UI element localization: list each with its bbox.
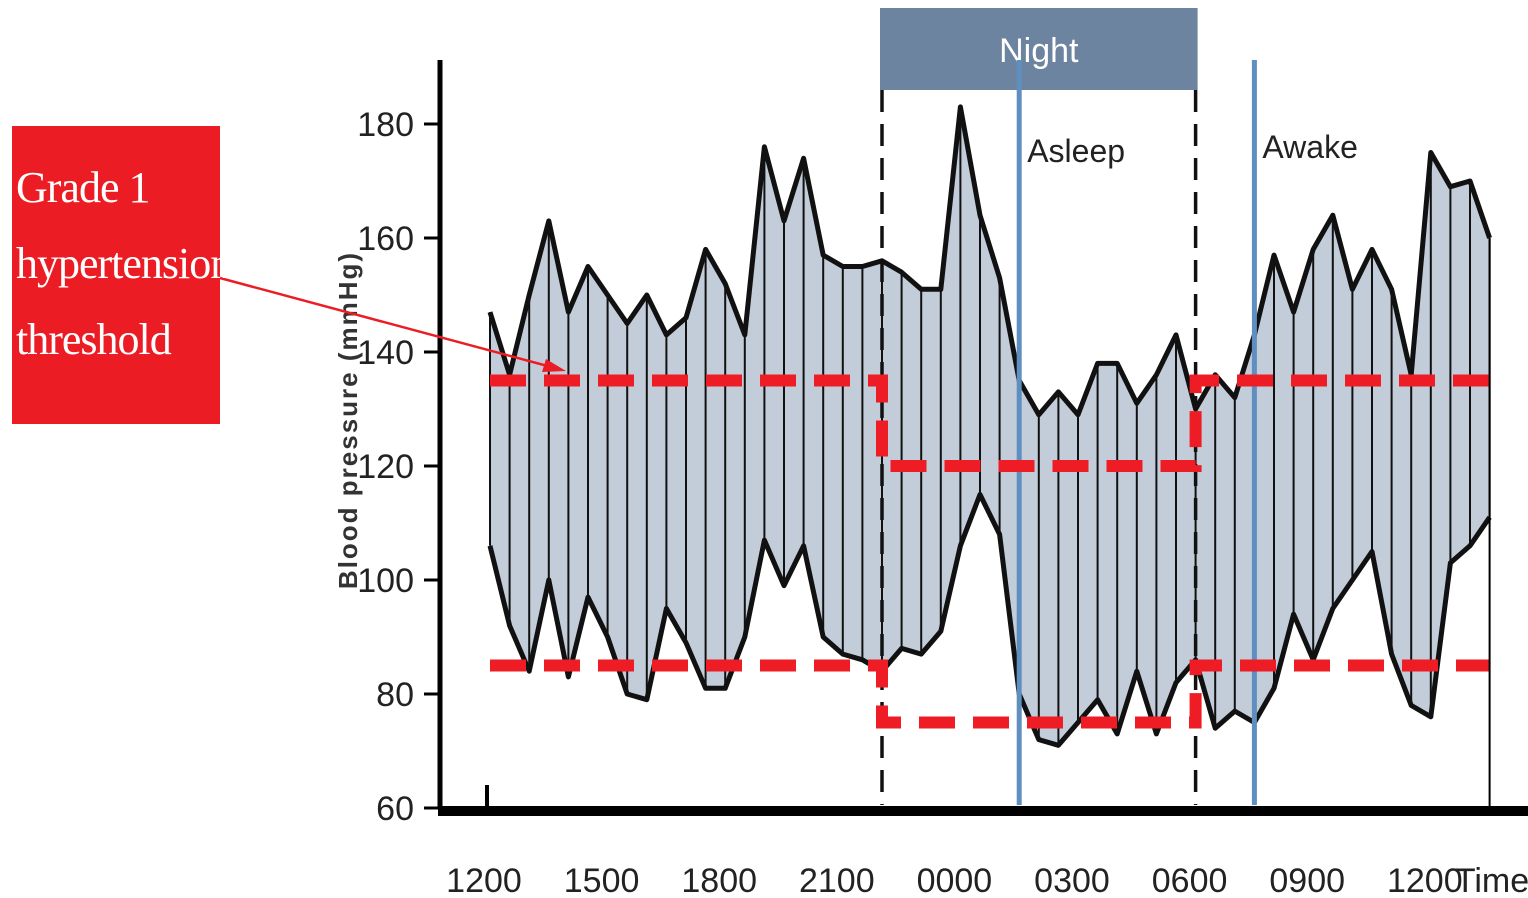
- y-tick-label: 80: [376, 676, 414, 714]
- y-tick-label: 100: [357, 562, 414, 600]
- x-tick-label: 1200: [446, 862, 522, 898]
- night-band: [880, 8, 1198, 90]
- threshold-lines-layer: [490, 374, 1490, 729]
- y-tick-label: 140: [357, 334, 414, 372]
- range-fill-layer: [490, 106, 1490, 746]
- axes-layer: [424, 60, 1528, 816]
- x-tick-label: 0900: [1269, 862, 1345, 898]
- diastolic-line: [487, 492, 1492, 748]
- x-tick-label: 0600: [1152, 862, 1228, 898]
- y-tick-label: 160: [357, 220, 414, 258]
- callout-line-3: threshold: [16, 315, 172, 364]
- tick-labels-layer: 60 80 100 120 140 160 180 Blood pressure (mmHg)…: [333, 106, 1528, 898]
- grade1-threshold-callout: Grade 1 hypertension threshold: [12, 126, 232, 424]
- callout-line-2: hypertension: [16, 239, 232, 288]
- series-lines-layer: [487, 104, 1492, 748]
- range-fill: [490, 106, 1490, 746]
- y-tick-label: 120: [357, 448, 414, 486]
- diastolic-threshold-line: [490, 659, 1490, 729]
- night-band-label: Night: [999, 32, 1079, 70]
- systolic-threshold-line: [490, 374, 1490, 472]
- x-tick-label: 1500: [564, 862, 640, 898]
- x-tick-label: 0000: [917, 862, 993, 898]
- event-lines-layer: Asleep Awake: [1016, 60, 1358, 805]
- y-tick-label: 60: [376, 790, 414, 828]
- systolic-line: [487, 104, 1492, 418]
- y-axis-title: Blood pressure (mmHg): [333, 251, 363, 589]
- x-tick-label: 0300: [1034, 862, 1110, 898]
- callout-arrowhead: [542, 359, 566, 372]
- y-tick-label: 180: [357, 106, 414, 144]
- awake-label: Awake: [1262, 129, 1357, 165]
- x-tick-label: 2100: [799, 862, 875, 898]
- x-tick-label: 1800: [681, 862, 757, 898]
- x-tick-label: 1200: [1387, 862, 1463, 898]
- callout-line-1: Grade 1: [16, 163, 151, 212]
- callout-arrow: [219, 276, 556, 370]
- x-axis-end-label: Time: [1455, 862, 1528, 898]
- asleep-label: Asleep: [1027, 133, 1125, 169]
